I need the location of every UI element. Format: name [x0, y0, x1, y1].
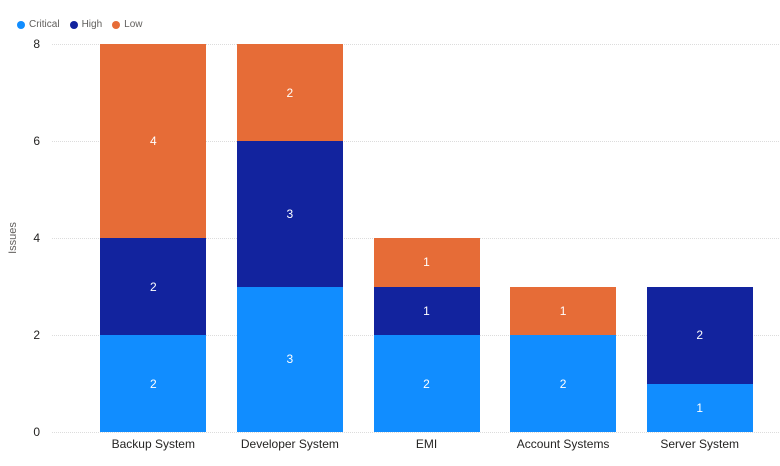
- bar-segment-critical-backup-system[interactable]: [100, 335, 207, 432]
- bar-segment-high-server-system[interactable]: [646, 286, 753, 384]
- bar-segment-low-backup-system[interactable]: [100, 44, 207, 238]
- y-tick-label: 6: [33, 134, 40, 148]
- y-tick-label: 0: [33, 425, 40, 439]
- bar-segment-high-developer-system[interactable]: [236, 141, 343, 287]
- y-tick-label: 4: [33, 231, 40, 245]
- x-category-label: Backup System: [111, 437, 195, 451]
- x-category-label: Server System: [660, 437, 740, 451]
- x-category-label: Developer System: [240, 437, 339, 451]
- legend-item-high[interactable]: High: [69, 19, 103, 30]
- y-tick-label: 8: [33, 37, 40, 51]
- legend-label: Low: [124, 19, 143, 30]
- legend-item-low[interactable]: Low: [112, 19, 143, 30]
- gridline: [52, 141, 779, 142]
- legend-swatch-icon: [69, 21, 78, 29]
- chart-legend: Critical High Low: [17, 20, 143, 30]
- bar-segment-critical-account-systems[interactable]: [510, 335, 617, 432]
- bar-segment-critical-server-system[interactable]: [646, 383, 753, 432]
- bar-segment-low-developer-system[interactable]: [236, 44, 343, 141]
- bar-segment-critical-emi[interactable]: [373, 335, 480, 432]
- bar-segment-low-emi[interactable]: [373, 238, 480, 287]
- x-category-label: Account Systems: [516, 437, 610, 451]
- y-tick-label: 2: [33, 328, 40, 342]
- bar-segment-high-emi[interactable]: [373, 286, 480, 335]
- legend-swatch-icon: [17, 21, 25, 29]
- legend-item-critical[interactable]: Critical: [17, 20, 60, 30]
- bar-segment-critical-developer-system[interactable]: [236, 286, 343, 432]
- legend-swatch-icon: [112, 21, 121, 29]
- bar-segment-high-backup-system[interactable]: [100, 238, 207, 335]
- gridline: [52, 432, 779, 433]
- gridline: [52, 44, 779, 45]
- x-category-label: EMI: [415, 437, 438, 451]
- legend-label: High: [81, 19, 103, 30]
- bar-segment-low-account-systems[interactable]: [510, 286, 617, 335]
- legend-label: Critical: [29, 19, 60, 30]
